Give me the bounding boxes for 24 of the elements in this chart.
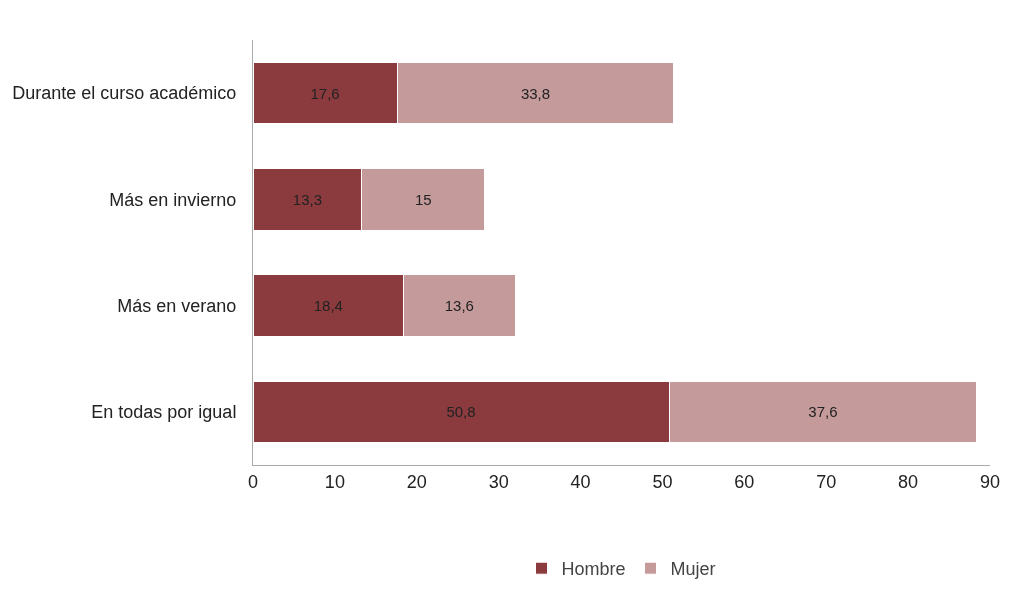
data-label: 15 — [414, 190, 432, 208]
data-label: 33,8 — [520, 84, 551, 102]
legend-label: Mujer — [670, 559, 716, 580]
data-label: 37,6 — [808, 403, 838, 421]
data-label: 13,3 — [292, 190, 323, 208]
data-label: 18,4 — [313, 297, 343, 315]
data-label: 50,8 — [446, 403, 476, 421]
x-tick-label: 30 — [488, 471, 509, 492]
x-tick-label: 40 — [570, 471, 591, 492]
x-tick-label: 20 — [406, 471, 427, 492]
data-label: 13,6 — [444, 297, 474, 315]
x-tick-label: 80 — [898, 471, 919, 492]
y-tick-label: Más en verano — [117, 295, 237, 316]
y-tick-label: Durante el curso académico — [12, 83, 237, 104]
x-tick-label: 50 — [652, 471, 673, 492]
x-tick-label: 90 — [979, 471, 1001, 492]
y-tick-label: En todas por igual — [91, 402, 237, 423]
legend-label: Hombre — [561, 559, 626, 580]
x-tick-label: 60 — [734, 471, 755, 492]
x-tick-label: 70 — [816, 471, 837, 492]
x-tick-label: 0 — [247, 471, 259, 492]
data-label: 17,6 — [310, 84, 340, 102]
x-tick-label: 10 — [324, 471, 345, 492]
y-tick-label: Más en invierno — [109, 189, 237, 210]
